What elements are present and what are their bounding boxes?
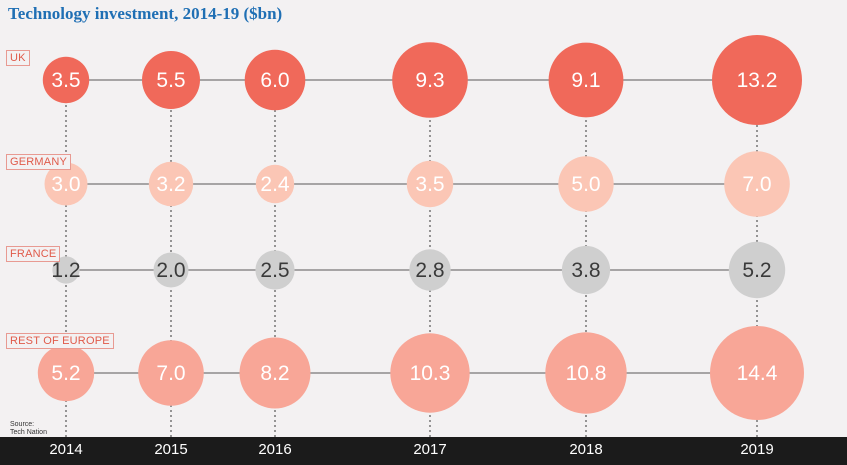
- row-label-france: FRANCE: [6, 246, 61, 262]
- x-axis-band: [0, 437, 847, 465]
- value-label-france-2015: 2.0: [156, 259, 185, 282]
- value-label-france-2017: 2.8: [415, 259, 444, 282]
- value-label-germany-2017: 3.5: [415, 173, 444, 196]
- bubble-rest-of-europe-2018: [545, 332, 627, 414]
- value-label-rest-of-europe-2015: 7.0: [156, 362, 185, 385]
- bubble-uk-2014: [42, 56, 90, 104]
- chart-title: Technology investment, 2014-19 ($bn): [8, 4, 283, 23]
- bubble-france-2014: [52, 256, 80, 284]
- value-label-france-2014: 1.2: [51, 259, 80, 282]
- bubble-france-2017: [409, 249, 451, 291]
- source-label: Source:: [10, 421, 35, 428]
- bubble-rest-of-europe-2015: [138, 340, 204, 406]
- bubble-uk-2015: [142, 51, 200, 109]
- bubble-rest-of-europe-2014: [37, 344, 95, 402]
- value-label-germany-2014: 3.0: [51, 173, 80, 196]
- bubble-uk-2019: [712, 35, 802, 125]
- bubble-germany-2014: [44, 162, 88, 206]
- row-label-uk: UK: [6, 50, 30, 66]
- row-label-rest-of-europe: REST OF EUROPE: [6, 333, 114, 349]
- value-label-france-2016: 2.5: [260, 259, 289, 282]
- bubble-rest-of-europe-2016: [239, 337, 311, 409]
- x-tick-2016: 2016: [258, 441, 292, 458]
- source-name: Tech Nation: [10, 429, 47, 436]
- bubble-uk-2016: [244, 49, 306, 111]
- bubble-france-2015: [153, 252, 189, 288]
- bubble-germany-2019: [724, 151, 790, 217]
- value-label-uk-2015: 5.5: [156, 69, 185, 92]
- value-label-uk-2017: 9.3: [415, 69, 444, 92]
- value-label-uk-2018: 9.1: [571, 69, 600, 92]
- value-label-rest-of-europe-2018: 10.8: [566, 362, 607, 385]
- bubble-rest-of-europe-2019: [710, 326, 804, 420]
- bubble-germany-2016: [255, 164, 295, 204]
- x-tick-2014: 2014: [49, 441, 83, 458]
- x-tick-2018: 2018: [569, 441, 603, 458]
- source-note: Source: Tech Nation: [10, 421, 47, 437]
- x-tick-2015: 2015: [154, 441, 188, 458]
- value-label-france-2019: 5.2: [742, 259, 771, 282]
- bubble-france-2016: [255, 250, 295, 290]
- value-label-uk-2016: 6.0: [260, 69, 289, 92]
- bubble-germany-2018: [558, 156, 614, 212]
- value-label-germany-2016: 2.4: [260, 173, 290, 196]
- value-label-germany-2019: 7.0: [742, 173, 771, 196]
- bubble-germany-2017: [406, 160, 454, 208]
- value-label-germany-2018: 5.0: [571, 173, 600, 196]
- value-label-rest-of-europe-2017: 10.3: [410, 362, 451, 385]
- x-tick-2017: 2017: [413, 441, 447, 458]
- value-label-rest-of-europe-2014: 5.2: [51, 362, 80, 385]
- bubble-germany-2015: [148, 161, 194, 207]
- value-label-rest-of-europe-2016: 8.2: [260, 362, 289, 385]
- value-label-uk-2014: 3.5: [51, 69, 80, 92]
- value-label-germany-2015: 3.2: [156, 173, 185, 196]
- row-label-germany: GERMANY: [6, 154, 72, 170]
- bubble-rest-of-europe-2017: [390, 333, 470, 413]
- bubble-france-2018: [561, 245, 611, 295]
- bubble-uk-2018: [548, 42, 624, 118]
- x-tick-2019: 2019: [740, 441, 774, 458]
- bubble-france-2019: [728, 241, 786, 299]
- value-label-rest-of-europe-2019: 14.4: [737, 362, 778, 385]
- value-label-uk-2019: 13.2: [737, 69, 778, 92]
- bubble-uk-2017: [392, 42, 468, 118]
- value-label-france-2018: 3.8: [571, 259, 600, 282]
